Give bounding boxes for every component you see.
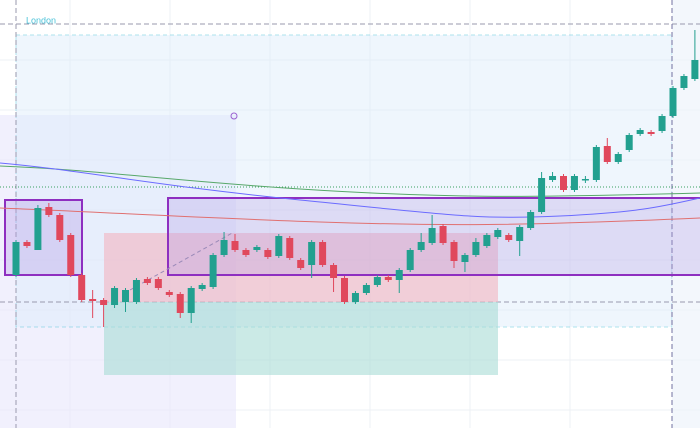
anchor [230, 112, 238, 120]
ma-blue [0, 162, 700, 218]
candle-body [286, 238, 294, 258]
candle-body [176, 294, 184, 313]
candle-body [560, 176, 567, 190]
candle-body [23, 242, 31, 246]
candle-body [428, 228, 436, 243]
candle-body [122, 290, 129, 302]
candle-body [264, 250, 272, 257]
ma-red [0, 207, 700, 226]
candle-body [12, 242, 20, 275]
candle-body [614, 154, 622, 162]
candle-body [242, 250, 250, 255]
candle-body [351, 293, 359, 302]
candle-body [527, 212, 535, 228]
candle-body [395, 270, 403, 280]
candle-body [67, 235, 75, 275]
candle-body [691, 60, 699, 79]
candle-body [330, 265, 338, 278]
candle-body [165, 292, 173, 295]
candle-body [100, 300, 108, 305]
candle-body [56, 215, 64, 240]
candle-body [45, 207, 53, 215]
candles [12, 30, 699, 327]
candle-body [680, 76, 688, 88]
candle-body [132, 280, 140, 302]
candle-body [373, 277, 381, 285]
candle-body [253, 247, 261, 250]
box [167, 197, 700, 276]
candle-body [89, 299, 97, 301]
session-label: London [26, 15, 56, 25]
candle-body [341, 278, 348, 302]
candle-body [472, 242, 480, 255]
target-zone [104, 302, 498, 375]
candle-body [570, 176, 578, 190]
candle-body [538, 178, 546, 212]
candle-body [198, 285, 206, 289]
candle-body [297, 260, 305, 268]
candle-body [581, 179, 589, 181]
candle-body [625, 135, 633, 150]
candle-body [603, 146, 611, 162]
candle-body [417, 242, 425, 250]
candle-body [494, 230, 502, 237]
candle-body [592, 147, 600, 180]
candle-body [362, 285, 370, 293]
candle-body [384, 277, 392, 280]
candle-body [220, 240, 228, 255]
candle-body [505, 235, 513, 240]
candle-body [308, 242, 316, 265]
candle-body [111, 288, 119, 305]
candle-body [658, 116, 666, 131]
candle-body [450, 242, 458, 261]
candle-body [461, 255, 469, 262]
candle-body [636, 130, 644, 134]
candle-body [275, 236, 283, 256]
candle-body [439, 226, 447, 243]
candle-body [209, 255, 217, 287]
candle-body [549, 176, 557, 180]
candle-body [516, 227, 524, 241]
candle-body [647, 132, 655, 134]
candle-body [78, 275, 86, 300]
candle-body [154, 279, 162, 288]
ma-green [0, 165, 700, 197]
candle-body [143, 279, 151, 283]
candle-body [231, 241, 239, 250]
candle-body [34, 208, 42, 250]
candle-body [669, 88, 677, 116]
candle-body [406, 250, 414, 270]
candle-body [187, 288, 195, 313]
trend-line [129, 231, 235, 291]
candle-body [319, 242, 327, 265]
candle-body [483, 235, 491, 246]
